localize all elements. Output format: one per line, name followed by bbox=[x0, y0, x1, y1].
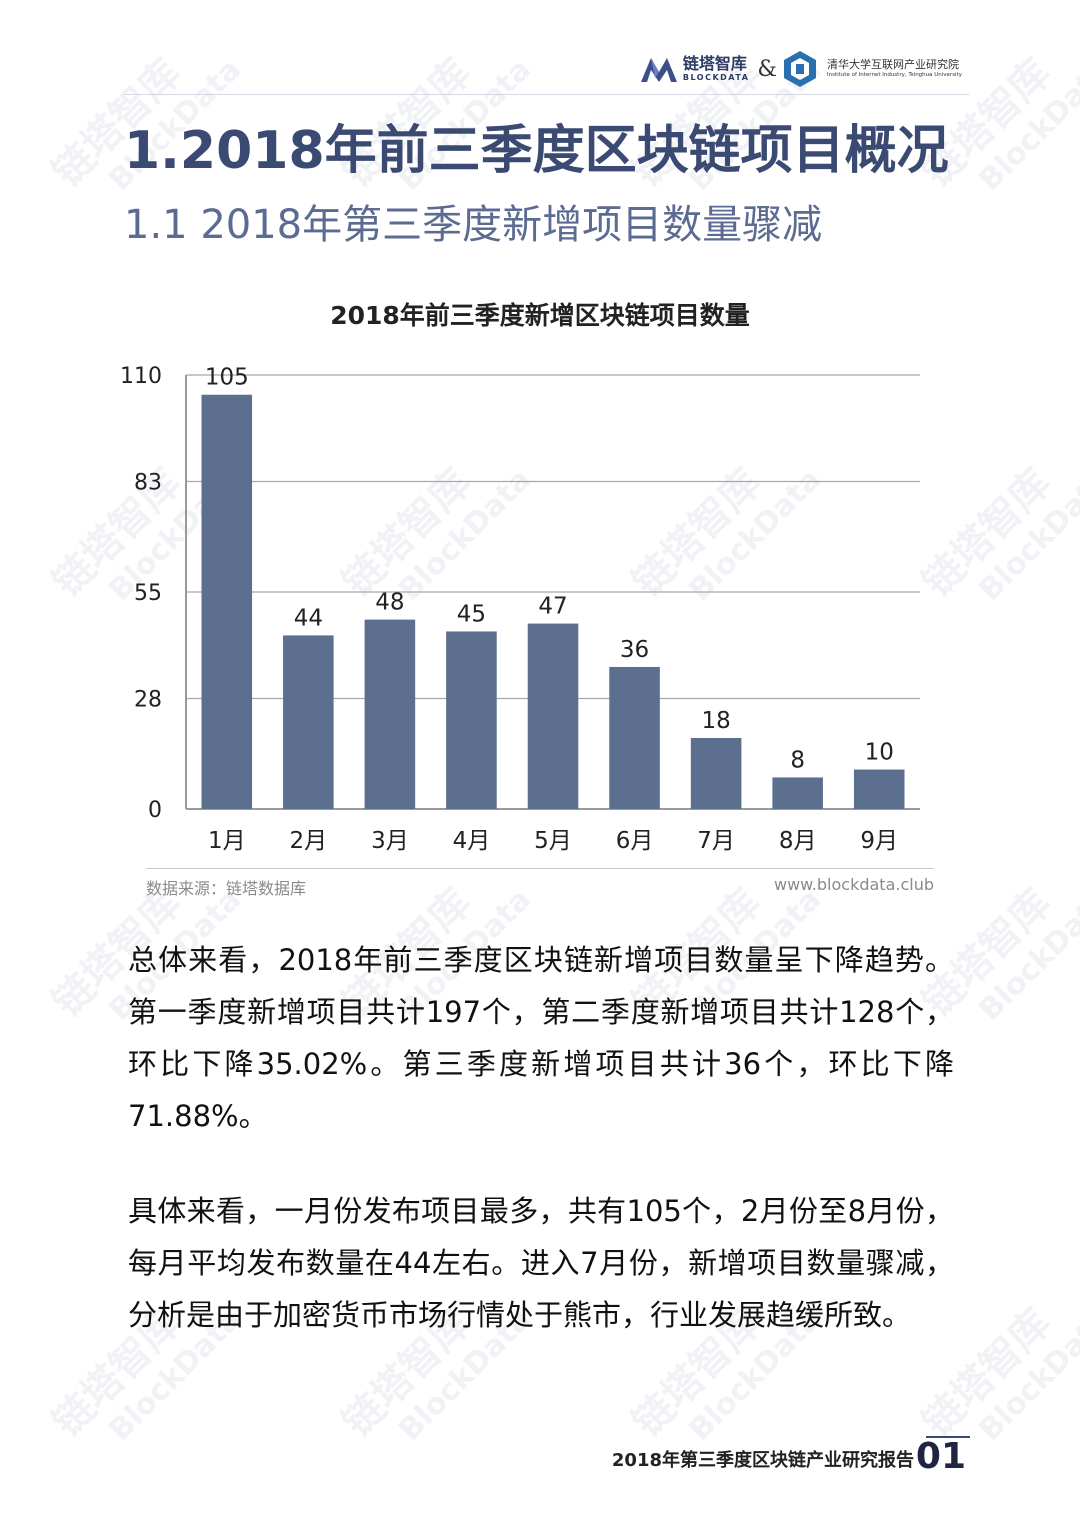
data-label: 44 bbox=[294, 605, 323, 631]
footer-accent-line bbox=[926, 1436, 970, 1438]
subsection-title: 1.1 2018年第三季度新增项目数量骤减 bbox=[124, 202, 823, 248]
data-label: 105 bbox=[205, 365, 249, 391]
data-label: 8 bbox=[790, 747, 805, 773]
tsinghua-logo-icon bbox=[784, 51, 816, 87]
website-link[interactable]: www.blockdata.club bbox=[774, 875, 934, 894]
section-title: 1.2018年前三季度区块链项目概况 bbox=[124, 121, 949, 181]
tsinghua-name-cn: 清华大学互联网产业研究院 bbox=[827, 58, 959, 72]
x-tick-label: 7月 bbox=[697, 828, 735, 854]
data-label: 47 bbox=[538, 594, 567, 620]
bar-chart: 0 28 55 83 110 105 1月 44 2月 48 3月 45 4月 47 5月 36 6月 18 7月 8… bbox=[120, 364, 920, 854]
report-title: 2018年第三季度区块链产业研究报告 bbox=[611, 1450, 914, 1471]
bar bbox=[527, 623, 579, 809]
bar bbox=[201, 394, 253, 809]
x-tick-label: 5月 bbox=[534, 828, 572, 854]
header-divider bbox=[124, 94, 969, 95]
bar bbox=[364, 619, 416, 809]
data-label: 48 bbox=[375, 590, 404, 616]
bar bbox=[772, 777, 823, 809]
x-tick-label: 1月 bbox=[208, 828, 246, 854]
bar bbox=[690, 737, 742, 809]
data-label: 36 bbox=[620, 637, 649, 663]
bar bbox=[853, 769, 905, 809]
y-tick-label: 0 bbox=[148, 798, 162, 823]
data-label: 45 bbox=[457, 601, 486, 627]
y-tick-label: 28 bbox=[134, 688, 162, 713]
bar bbox=[609, 666, 660, 809]
tsinghua-name-en: Institute of Internet Industry, Tsinghua… bbox=[827, 72, 962, 79]
blockdata-name-cn: 链塔智库 bbox=[682, 54, 747, 73]
ampersand: & bbox=[757, 56, 777, 82]
bar bbox=[446, 631, 497, 809]
x-tick-label: 9月 bbox=[860, 828, 898, 854]
x-tick-label: 8月 bbox=[779, 828, 817, 854]
tsinghua-logo: 清华大学互联网产业研究院 Institute of Internet Indus… bbox=[783, 50, 962, 88]
y-tick-label: 55 bbox=[134, 581, 162, 606]
x-tick-label: 4月 bbox=[453, 828, 491, 854]
header-logos: 链塔智库 BLOCKDATA & 清华大学互联网产业研究院 Institute … bbox=[639, 48, 962, 90]
bar bbox=[283, 635, 334, 809]
blockdata-logo: 链塔智库 BLOCKDATA bbox=[639, 54, 750, 84]
y-tick-label: 83 bbox=[134, 471, 162, 496]
data-label: 10 bbox=[865, 740, 894, 766]
data-source: 数据来源：链塔数据库 bbox=[146, 879, 307, 898]
x-tick-label: 2月 bbox=[290, 828, 328, 854]
paragraph-detail: 具体来看，一月份发布项目最多，共有105个，2月份至8月份，每月平均发布数量在4… bbox=[128, 1194, 954, 1332]
x-tick-label: 3月 bbox=[371, 828, 409, 854]
page-number: 01 bbox=[915, 1436, 966, 1477]
data-label: 18 bbox=[701, 708, 730, 734]
blockdata-logo-icon bbox=[640, 58, 677, 82]
x-tick-label: 6月 bbox=[616, 828, 654, 854]
chart-title: 2018年前三季度新增区块链项目数量 bbox=[330, 301, 750, 330]
blockdata-name-en: BLOCKDATA bbox=[682, 73, 750, 82]
y-tick-label: 110 bbox=[120, 364, 162, 389]
paragraph-summary: 总体来看，2018年前三季度区块链新增项目数量呈下降趋势。第一季度新增项目共计1… bbox=[128, 943, 954, 1133]
source-divider bbox=[146, 868, 934, 869]
